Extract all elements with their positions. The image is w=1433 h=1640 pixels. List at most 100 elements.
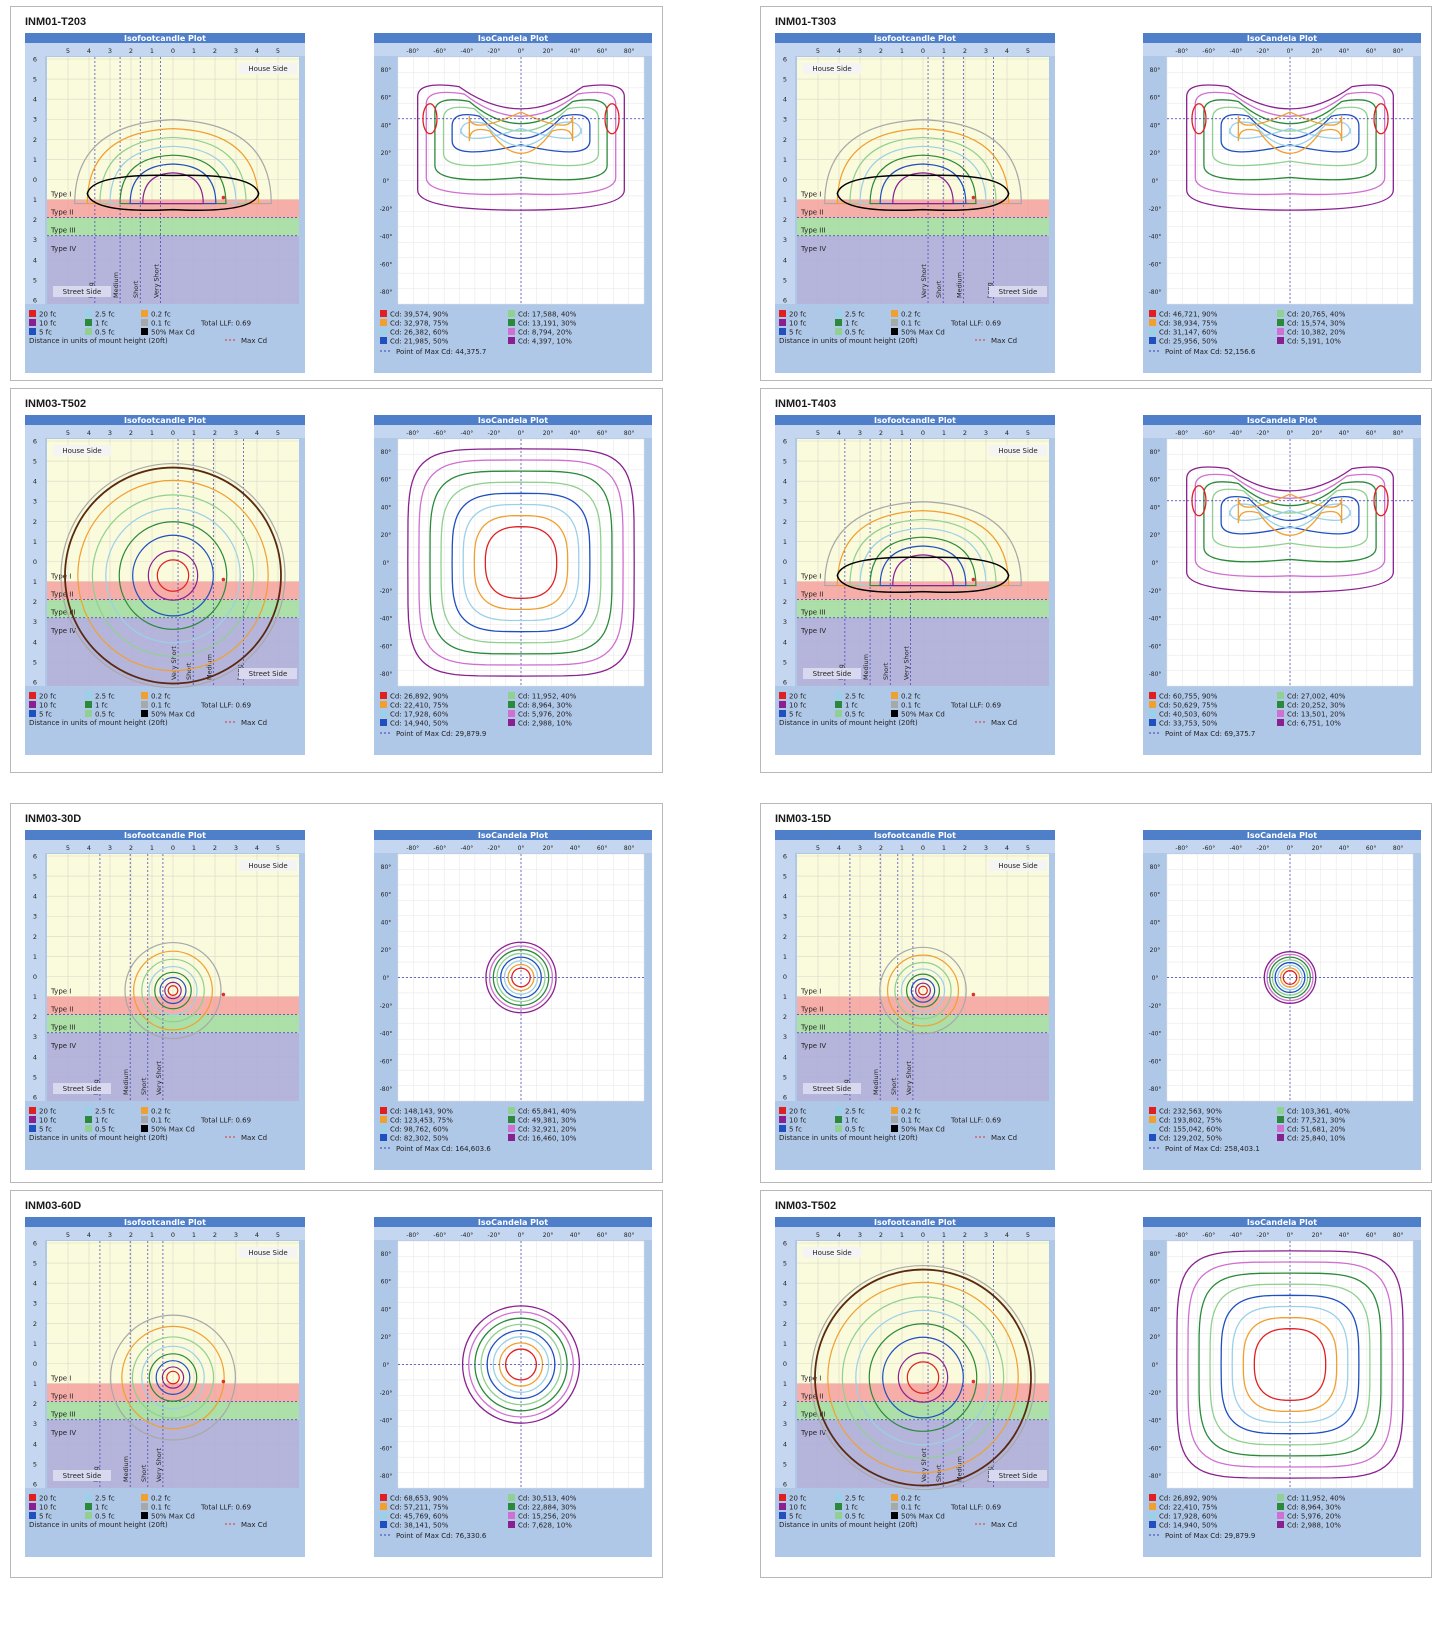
legend-swatch (1277, 1125, 1284, 1132)
x-tick-label: 20° (1312, 430, 1323, 437)
y-tick-label: -80° (1149, 289, 1162, 296)
y-tick-label: -20° (1149, 588, 1162, 595)
cd-contour (1220, 1294, 1360, 1435)
type-label: Type III (800, 609, 826, 617)
y-tick-label: 0 (33, 558, 37, 566)
legend-label: 0.2 fc (901, 693, 921, 701)
legend-label: 5 fc (789, 1126, 802, 1134)
y-tick-label: 2 (33, 933, 37, 941)
fc-contour (109, 1314, 237, 1441)
cd-contour (468, 1311, 574, 1418)
y-tick-label: -80° (380, 1086, 393, 1093)
x-tick-label: 4 (1005, 1231, 1009, 1239)
legend-swatch (1277, 337, 1284, 344)
legend-label: Cd: 22,410, 75% (390, 702, 449, 710)
legend-swatch (508, 710, 515, 717)
fc-contour (60, 462, 286, 689)
legend-label: Cd: 123,453, 75% (390, 1117, 453, 1125)
y-tick-label: 6 (33, 56, 37, 64)
street-side-label: Street Side (813, 670, 852, 678)
legend-swatch (779, 1125, 786, 1132)
x-tick-label: 5 (1026, 429, 1030, 437)
fc-contour (129, 163, 217, 205)
legend-label: Cd: 60,755, 90% (1159, 693, 1218, 701)
x-tick-label: 80° (1393, 430, 1404, 437)
x-tick-label: -40° (460, 1232, 473, 1239)
y-tick-label: 3 (33, 1033, 37, 1041)
x-tick-label: 3 (984, 429, 988, 437)
legend-label: 1 fc (95, 320, 108, 328)
max-cd-label: Max Cd (991, 1521, 1017, 1529)
legend-label: 1 fc (845, 1504, 858, 1512)
x-axis-bar (1143, 840, 1421, 853)
isofootcandle-plot: Isofootcandle Plot 5 4 3 2 1 0 1 2 3 4 5 6 5 4 3 2 1 0 1 2 3 4… (25, 1217, 305, 1557)
type-ii-band (797, 581, 1049, 600)
chart-title: Isofootcandle Plot (874, 1218, 956, 1227)
y-tick-label: 3 (33, 116, 37, 124)
legend-label: 1 fc (95, 1504, 108, 1512)
y-tick-label: -80° (1149, 671, 1162, 678)
cd-contour (1191, 485, 1207, 517)
y-tick-label: 5 (783, 76, 787, 84)
legend-label: 5 fc (789, 1513, 802, 1521)
max-cd-label: Max Cd (241, 337, 267, 345)
chart-title: IsoCandela Plot (1247, 34, 1317, 43)
y-tick-label: 5 (783, 1460, 787, 1468)
fc-contour (155, 1360, 191, 1395)
fc-contour (118, 521, 228, 630)
legend-label: Cd: 31,147, 60% (1159, 329, 1218, 337)
y-tick-label: 4 (783, 893, 787, 901)
legend-label: 0.1 fc (151, 1117, 171, 1125)
fc-contour (141, 1345, 205, 1410)
isocandela-plot: IsoCandela Plot -80° -60° -40° -20° 0° 20° 40° 6… (1143, 415, 1421, 755)
cd-contour (422, 103, 438, 135)
y-tick-label: -60° (1149, 1445, 1162, 1452)
legend-label: Cd: 33,753, 50% (1159, 720, 1218, 728)
x-tick-label: 3 (234, 47, 238, 55)
x-tick-label: 80° (624, 430, 635, 437)
fc-contour (161, 1366, 185, 1389)
cd-contour (1253, 1328, 1327, 1401)
cd-contour (440, 481, 602, 644)
x-tick-label: 2 (129, 1231, 133, 1239)
y-tick-label: 1 (783, 156, 787, 164)
legend-label: 10 fc (39, 702, 57, 710)
chart-header (775, 830, 1055, 840)
x-axis-bar (374, 425, 652, 438)
x-tick-label: 3 (984, 1231, 988, 1239)
distance-note: Distance in units of mount height (20ft) (29, 337, 168, 345)
fc-contour (91, 494, 255, 657)
type-label: Type II (800, 1393, 823, 1401)
x-tick-label: 0° (518, 1232, 525, 1239)
x-tick-label: 1 (192, 844, 196, 852)
panel-title: INM03-15D (775, 813, 832, 825)
lateral-label: Very Short (155, 1061, 163, 1095)
legend-label: Cd: 22,884, 30% (518, 1504, 577, 1512)
x-tick-label: -40° (460, 430, 473, 437)
type-label: Type IV (800, 1429, 826, 1437)
y-tick-label: 3 (783, 1420, 787, 1428)
legend-label: 5 fc (789, 711, 802, 719)
max-cd-label: Max Cd (991, 719, 1017, 727)
x-tick-label: 80° (1393, 1232, 1404, 1239)
lateral-label: Very Short (152, 264, 160, 298)
y-tick-label: 1 (783, 1340, 787, 1348)
chart-header (25, 415, 305, 425)
x-tick-label: 2 (879, 429, 883, 437)
house-side-box (239, 860, 297, 871)
legend-label: 0.2 fc (151, 311, 171, 319)
x-tick-label: 80° (624, 48, 635, 55)
fc-contour (879, 163, 967, 205)
distance-note: Distance in units of mount height (20ft) (779, 337, 918, 345)
y-tick-label: 2 (783, 136, 787, 144)
y-tick-label: 40° (1150, 1306, 1161, 1313)
x-tick-label: -80° (1175, 845, 1188, 852)
cd-contour (1191, 103, 1207, 135)
x-tick-label: 60° (597, 48, 608, 55)
street-side-box (53, 286, 111, 297)
x-tick-label: 2 (963, 844, 967, 852)
legend-label: 10 fc (789, 1117, 807, 1125)
y-tick-label: 6 (783, 853, 787, 861)
legend-swatch (141, 692, 148, 699)
legend-label: Cd: 15,574, 30% (1287, 320, 1346, 328)
